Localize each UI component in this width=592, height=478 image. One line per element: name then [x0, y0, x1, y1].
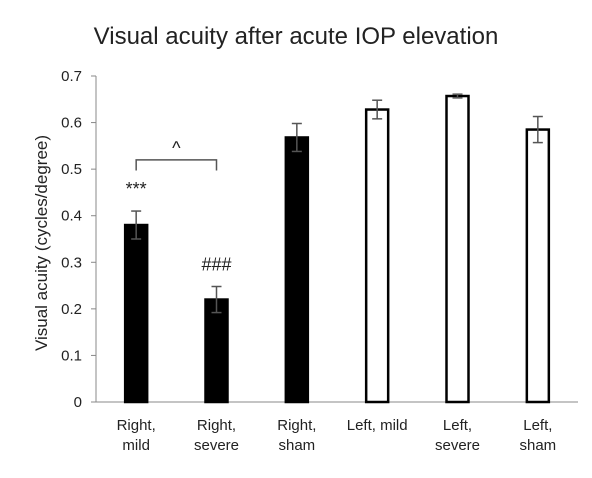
y-tick-label: 0.1: [61, 347, 82, 364]
x-tick-label: Right, severe: [194, 417, 239, 454]
x-tick-label: Left, sham: [519, 417, 556, 454]
y-tick-label: 0.4: [61, 208, 82, 225]
bar: [284, 136, 310, 404]
comparison-bracket: [135, 159, 218, 171]
y-tick-label: 0.7: [61, 68, 82, 85]
axes: [91, 75, 578, 403]
chart-title: Visual acuity after acute IOP elevation: [94, 23, 499, 50]
y-axis-label: Visual acuity (cycles/degree): [32, 135, 51, 351]
bar: [364, 108, 390, 404]
y-tick-label: 0.6: [61, 115, 82, 132]
bars: [123, 93, 551, 404]
significance-label: ***: [126, 179, 147, 199]
bar: [123, 223, 149, 404]
significance-label: ###: [201, 255, 231, 275]
comparison-label: ^: [172, 138, 181, 158]
y-tick-label: 0: [74, 394, 82, 411]
x-tick-label: Right, sham: [277, 417, 316, 454]
y-tick-label: 0.5: [61, 161, 82, 178]
bar: [204, 298, 229, 404]
bar: [445, 94, 470, 404]
x-tick-label: Right, mild: [117, 417, 156, 454]
y-tick-label: 0.2: [61, 301, 82, 318]
labels: 0 0.1 0.2 0.3 0.4 0.5 0.6 0.7 Right, mild Right, se…: [61, 68, 556, 454]
bar: [525, 128, 551, 404]
x-tick-label: Left, severe: [435, 417, 480, 454]
y-tick-label: 0.3: [61, 254, 82, 271]
x-tick-label: Left, mild: [347, 417, 408, 434]
